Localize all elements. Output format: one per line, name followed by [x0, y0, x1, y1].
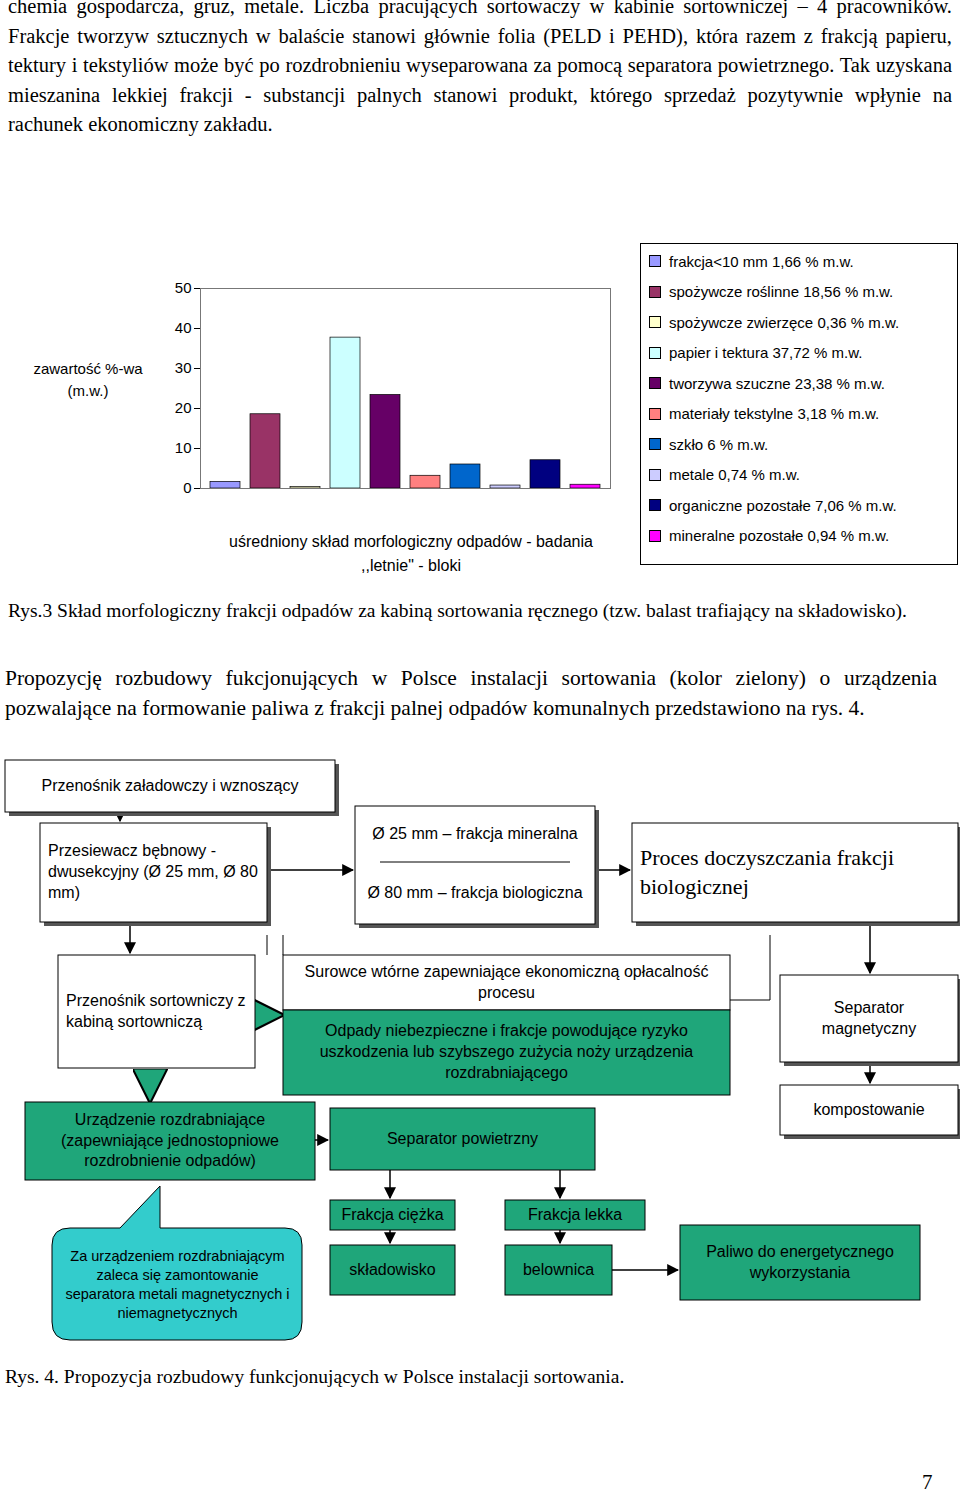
- html-text:Frakcja ciężka: Frakcja ciężka: [341, 1205, 444, 1223]
- html-text:papier i tektura 37,72 % m.w.: papier i tektura 37,72 % m.w.: [669, 344, 863, 362]
- html-text:Rys.3 Skład morfologiczny frak: Rys.3 Skład morfologiczny frakcji odpadó…: [8, 600, 907, 621]
- svg-text:0: 0: [183, 479, 191, 496]
- svg-text:20: 20: [175, 399, 192, 416]
- html-text:metale 0,74 % m.w.: metale 0,74 % m.w.: [669, 466, 800, 484]
- html-text:Separator magnetyczny: Separator magnetyczny: [821, 998, 917, 1037]
- html-text:Przenośnik sortowniczy z kabin: Przenośnik sortowniczy z kabiną sortowni…: [66, 991, 246, 1030]
- html-text:materiały tekstylne 3,18 % m.w: materiały tekstylne 3,18 % m.w.: [669, 405, 880, 423]
- html-text:Ø 25 mm – frakcja mineralna: Ø 25 mm – frakcja mineralna: [372, 824, 578, 842]
- html-text:Proces doczyszczania frakcji b: Proces doczyszczania frakcji biologiczne…: [640, 844, 895, 899]
- html-text:spożywcze roślinne 18,56 % m.w: spożywcze roślinne 18,56 % m.w.: [669, 283, 894, 301]
- html-text:Urządzenie rozdrabniające (zap: Urządzenie rozdrabniające (zapewniające …: [61, 1110, 279, 1170]
- svg-text:40: 40: [175, 319, 192, 336]
- html-text:spożywcze zwierzęce 0,36 % m.w: spożywcze zwierzęce 0,36 % m.w.: [669, 313, 900, 331]
- html-text:Surowce wtórne zapewniające ek: Surowce wtórne zapewniające ekonomiczną …: [304, 962, 709, 1001]
- html-text:7: 7: [922, 1470, 933, 1494]
- html-text:mineralne pozostałe 0,94 % m.w: mineralne pozostałe 0,94 % m.w.: [669, 527, 890, 545]
- html-text:uśredniony skład morfologiczny: uśredniony skład morfologiczny odpadów -…: [229, 533, 593, 574]
- html-text:frakcja<10 mm 1,66 % m.w.: frakcja<10 mm 1,66 % m.w.: [669, 252, 854, 270]
- svg-text:50: 50: [175, 279, 192, 296]
- html-text:tworzywa szuczne 23,38 % m.w.: tworzywa szuczne 23,38 % m.w.: [669, 374, 885, 392]
- html-text:belownica: belownica: [522, 1260, 595, 1278]
- svg-text:30: 30: [175, 359, 192, 376]
- html-text:Odpady niebezpieczne i frakcje: Odpady niebezpieczne i frakcje powodując…: [319, 1022, 694, 1081]
- html-text:Paliwo do energetycznego wykor: Paliwo do energetycznego wykorzystania: [706, 1242, 894, 1281]
- html-text:zawartość %-wa (m.w.): zawartość %-wa (m.w.): [33, 360, 143, 399]
- html-text:Za urządzeniem rozdrabniającym: Za urządzeniem rozdrabniającym zaleca si…: [65, 1248, 290, 1321]
- svg-text:10: 10: [175, 439, 192, 456]
- html-text:kompostowanie: kompostowanie: [813, 1100, 925, 1118]
- html-text:organiczne pozostałe 7,06 % m.: organiczne pozostałe 7,06 % m.w.: [669, 496, 897, 514]
- html-text:Rys. 4. Propozycja rozbudowy f: Rys. 4. Propozycja rozbudowy funkcjonują…: [5, 1366, 625, 1387]
- html-text:składowisko: składowisko: [349, 1260, 436, 1278]
- html-text:Propozycję rozbudowy fukcjonuj: Propozycję rozbudowy fukcjonujących w Po…: [5, 666, 937, 720]
- html-text:Separator powietrzny: Separator powietrzny: [386, 1129, 539, 1147]
- html-text:Przenośnik załadowczy i wznosz: Przenośnik załadowczy i wznoszący: [41, 776, 299, 794]
- html-text:Ø 80 mm – frakcja biologiczna: Ø 80 mm – frakcja biologiczna: [367, 883, 583, 901]
- html-text:szkło 6 % m.w.: szkło 6 % m.w.: [669, 435, 769, 453]
- html-text:Frakcja lekka: Frakcja lekka: [527, 1205, 623, 1223]
- html-text:Przesiewacz bębnowy - dwusekcy: Przesiewacz bębnowy - dwusekcyjny (Ø 25 …: [48, 842, 258, 901]
